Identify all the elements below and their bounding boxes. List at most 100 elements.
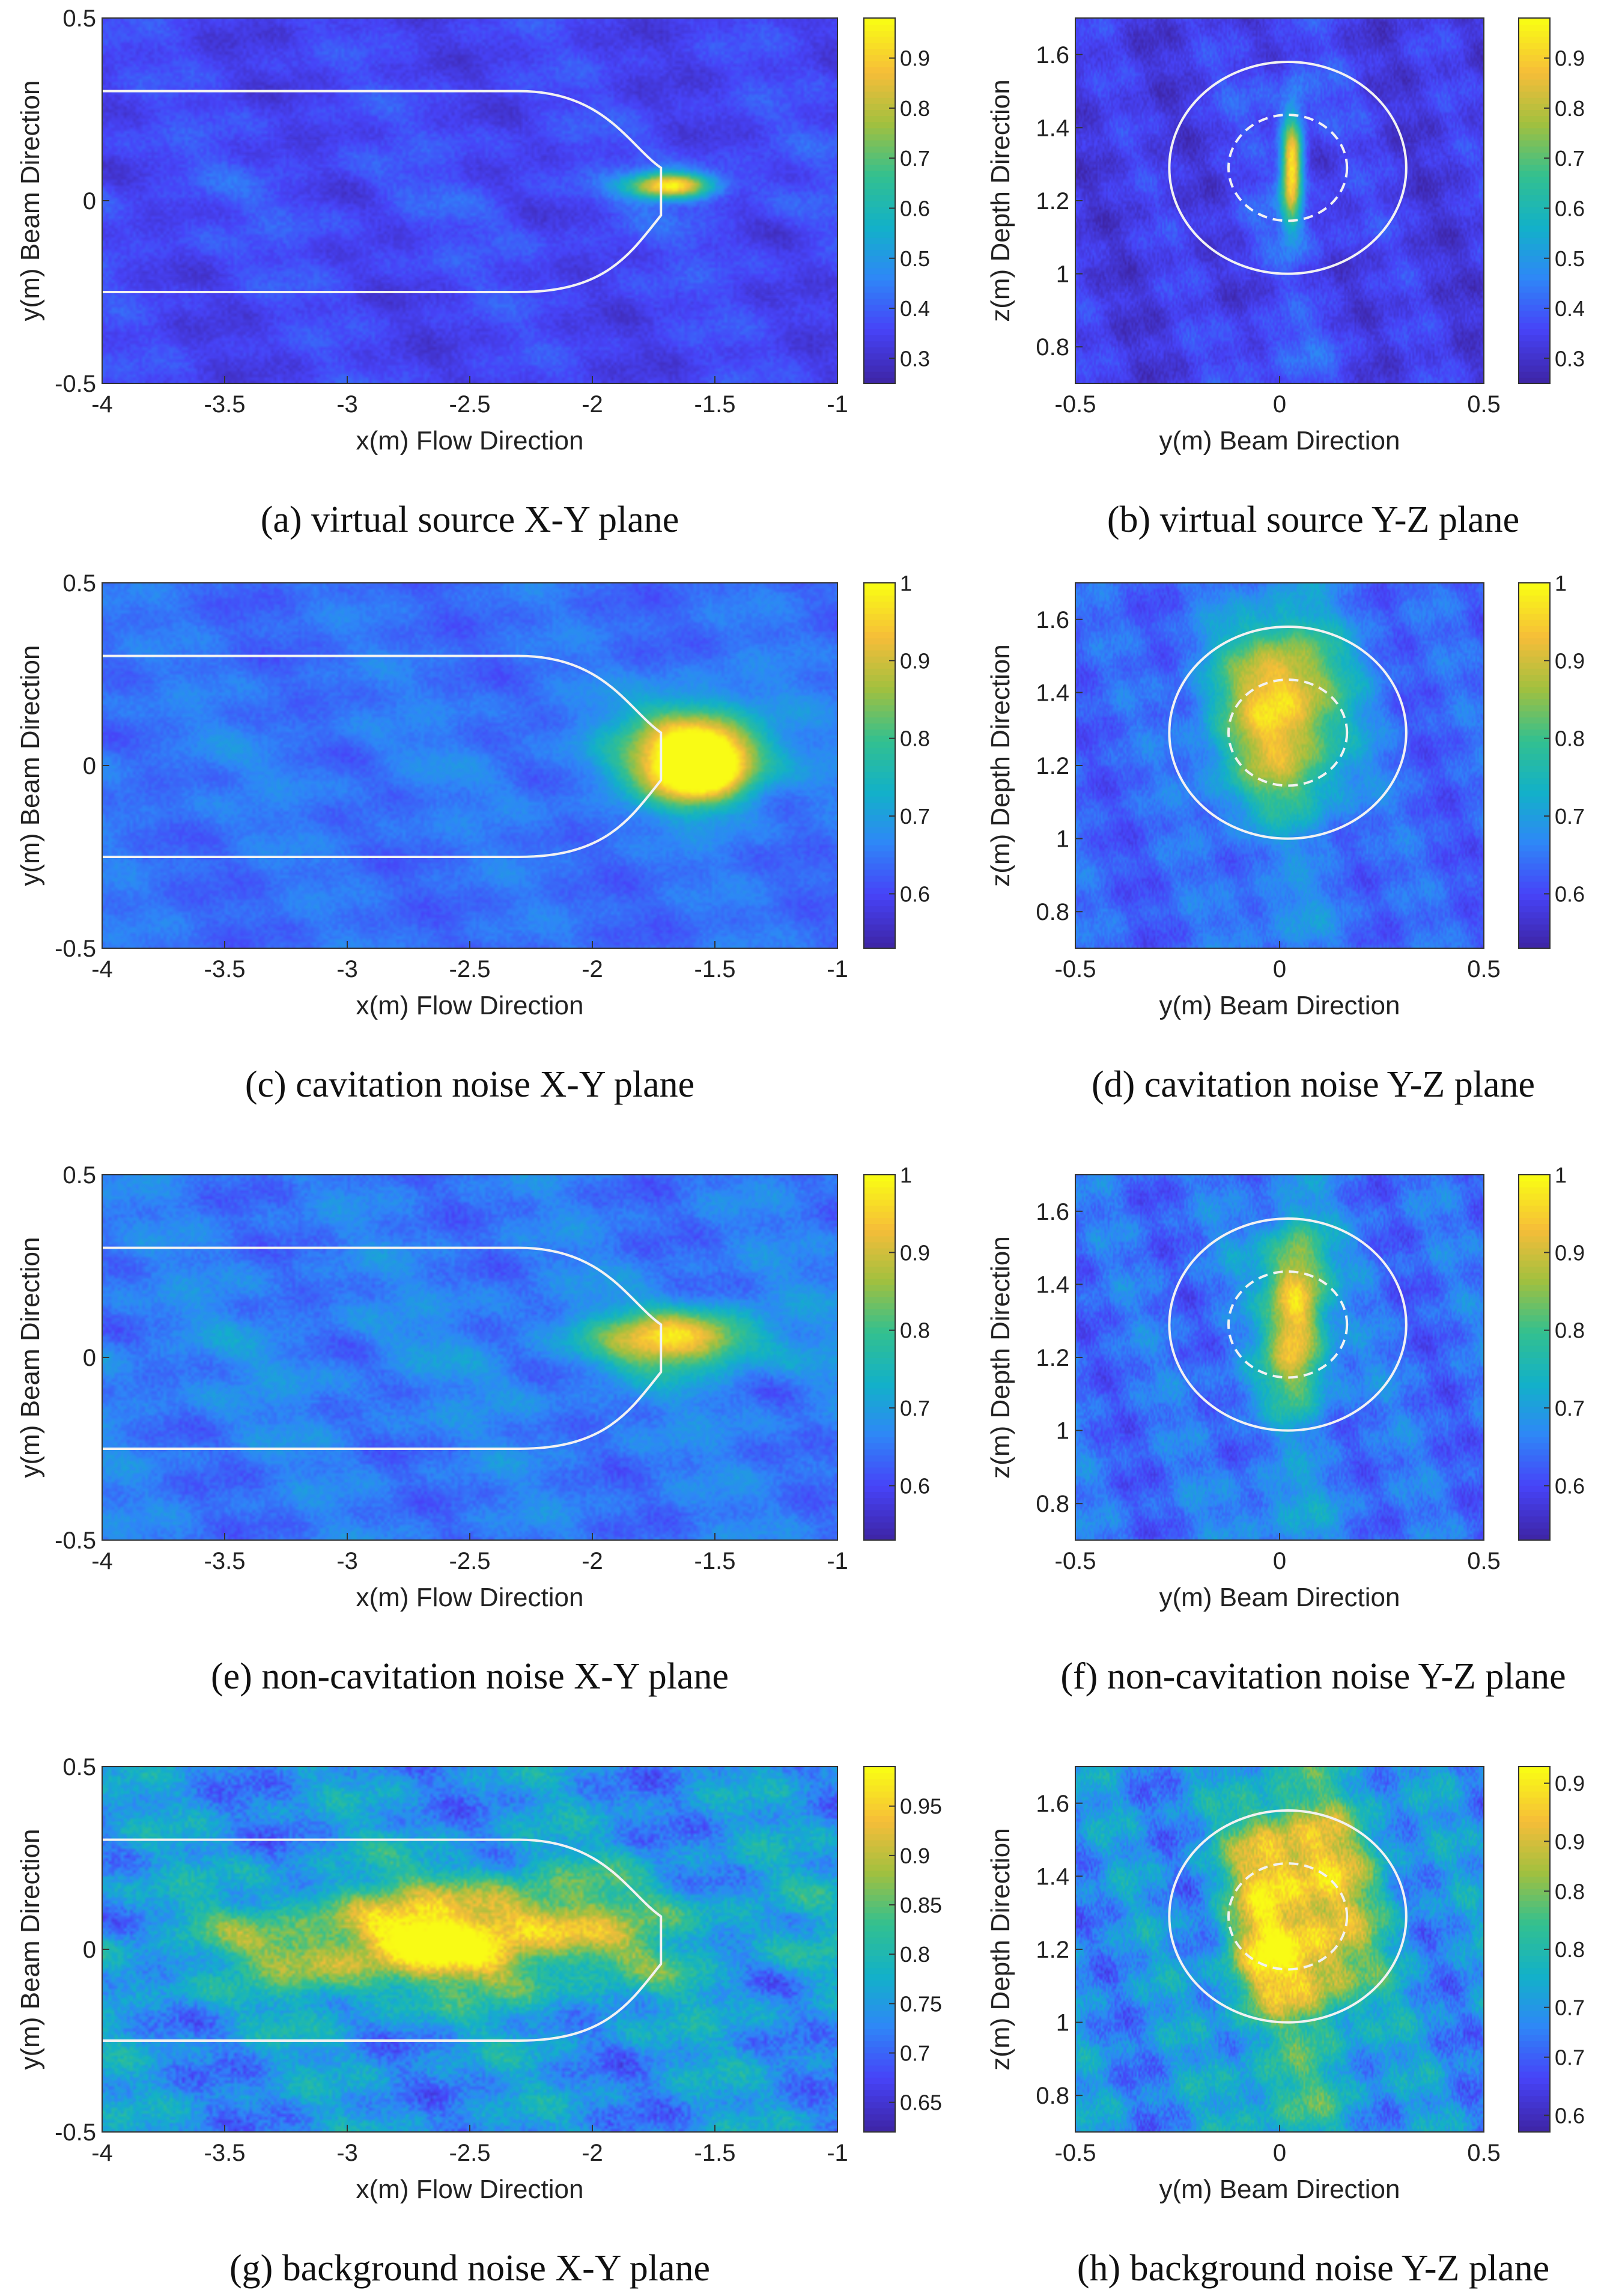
colorbar-swatch	[864, 1845, 895, 1853]
colorbar-tick-label: 0.4	[1555, 296, 1585, 321]
colorbar-swatch	[864, 267, 895, 275]
colorbar-swatch	[1519, 2071, 1550, 2078]
colorbar-swatch	[1519, 741, 1550, 748]
colorbar-swatch	[1519, 1949, 1550, 1956]
colorbar-swatch	[1519, 632, 1550, 639]
colorbar-swatch	[864, 1455, 895, 1462]
colorbar-swatch	[864, 1767, 895, 1774]
colorbar-swatch	[1519, 1375, 1550, 1383]
colorbar-swatch	[1519, 1211, 1550, 1218]
colorbar-tick-label: 0.9	[1555, 1829, 1585, 1854]
colorbar-swatch	[864, 158, 895, 165]
colorbar-swatch	[864, 1315, 895, 1322]
colorbar-swatch	[1519, 723, 1550, 730]
inner-circle-b	[1227, 114, 1349, 222]
colorbar-swatch	[1519, 796, 1550, 803]
colorbar-swatch	[864, 814, 895, 821]
x-tick-label: -1	[827, 391, 848, 418]
colorbar-frame-c	[863, 582, 896, 949]
colorbar-swatch	[1519, 844, 1550, 851]
colorbar-swatch	[1519, 133, 1550, 141]
colorbar-swatch	[1519, 644, 1550, 651]
colorbar-swatch	[1519, 1839, 1550, 1847]
colorbar-swatch	[864, 583, 895, 590]
outer-circle-f	[1168, 1217, 1408, 1432]
colorbar-swatch	[1519, 1809, 1550, 1816]
x-axis-label: x(m) Flow Direction	[356, 426, 584, 455]
colorbar-swatch	[864, 802, 895, 809]
colorbar-swatch	[1519, 589, 1550, 596]
colorbar-swatch	[1519, 638, 1550, 645]
colorbar-swatch	[864, 1491, 895, 1499]
y-tick-label: 0.5	[62, 1754, 96, 1780]
colorbar-swatch	[864, 24, 895, 31]
colorbar-swatch	[864, 219, 895, 226]
x-tick-label: -1	[827, 956, 848, 982]
colorbar-swatch	[1519, 371, 1550, 378]
colorbar-swatch	[1519, 1851, 1550, 1859]
x-axis-label: x(m) Flow Direction	[356, 991, 584, 1020]
colorbar-swatch	[1519, 1430, 1550, 1437]
colorbar-swatch	[864, 747, 895, 754]
colorbar-swatch	[1519, 91, 1550, 98]
colorbar-swatch	[1519, 1175, 1550, 1182]
x-axis-label: y(m) Beam Direction	[1159, 2175, 1400, 2204]
colorbar-swatch	[864, 863, 895, 870]
colorbar-swatch	[864, 808, 895, 815]
y-tick-label: 1.6	[1036, 607, 1069, 633]
y-tick-label: 0.5	[62, 570, 96, 597]
colorbar-swatch	[864, 936, 895, 943]
colorbar-swatch	[864, 832, 895, 839]
colorbar-swatch	[1519, 1797, 1550, 1804]
colorbar-swatch	[864, 1193, 895, 1200]
colorbar-tick-label: 0.6	[1555, 1473, 1585, 1498]
colorbar-swatch	[864, 625, 895, 633]
x-tick-label: -3	[336, 956, 358, 982]
colorbar-swatch	[1519, 784, 1550, 791]
colorbar-swatch	[1519, 322, 1550, 329]
colorbar-swatch	[864, 1467, 895, 1474]
x-tick-label: -1.5	[694, 391, 736, 418]
colorbar-swatch	[864, 1284, 895, 1291]
y-tick-label: 0.8	[1036, 1491, 1069, 1517]
y-tick-label: 1.4	[1036, 1863, 1069, 1890]
colorbar-swatch	[1519, 1791, 1550, 1798]
colorbar-swatch	[1519, 1467, 1550, 1474]
x-tick-label: 0	[1273, 956, 1286, 982]
colorbar-swatch	[1519, 1509, 1550, 1517]
colorbar-swatch	[864, 1199, 895, 1206]
colorbar-swatch	[1519, 292, 1550, 299]
colorbar-swatch	[1519, 802, 1550, 809]
x-tick-label: -3.5	[204, 2140, 246, 2166]
colorbar-swatch	[1519, 2034, 1550, 2041]
colorbar-swatch	[864, 1943, 895, 1950]
colorbar-tick-label: 0.7	[1555, 146, 1585, 171]
colorbar-swatch	[864, 1253, 895, 1261]
x-tick-label: -3.5	[204, 956, 246, 982]
colorbar-swatch	[864, 1998, 895, 2005]
x-tick-label: -1	[827, 2140, 848, 2166]
colorbar-swatch	[864, 1961, 895, 1969]
colorbar-swatch	[1519, 583, 1550, 590]
heatmap-g	[102, 1767, 837, 2132]
colorbar-swatch	[1519, 188, 1550, 195]
colorbar-swatch	[864, 115, 895, 123]
colorbar-swatch	[1519, 1497, 1550, 1505]
colorbar-swatch	[1519, 1308, 1550, 1316]
colorbar-swatch	[864, 1967, 895, 1975]
colorbar-swatch	[864, 285, 895, 293]
colorbar-swatch	[1519, 778, 1550, 785]
colorbar-swatch	[864, 1321, 895, 1328]
colorbar-swatch	[864, 1779, 895, 1786]
colorbar-swatch	[1519, 1253, 1550, 1261]
colorbar-swatch	[1519, 237, 1550, 244]
colorbar-swatch	[1519, 279, 1550, 287]
colorbar-swatch	[864, 1949, 895, 1956]
colorbar-swatch	[864, 1235, 895, 1243]
colorbar-swatch	[864, 1217, 895, 1225]
heatmap-c	[102, 583, 837, 948]
colorbar-swatch	[1519, 48, 1550, 55]
colorbar-swatch	[864, 42, 895, 49]
colorbar-swatch	[864, 613, 895, 620]
